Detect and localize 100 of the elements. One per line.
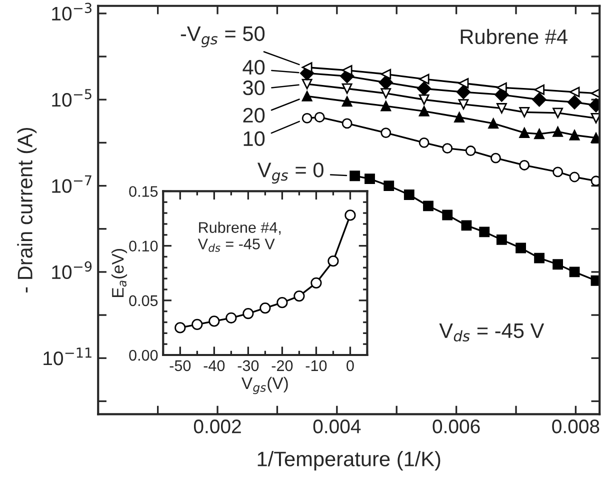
point <box>418 94 430 105</box>
point <box>418 106 430 116</box>
point <box>465 146 476 156</box>
point <box>519 128 530 138</box>
annotation: V$_{ds}$ = -45 V <box>439 324 544 342</box>
y-tick-label: 0.15 <box>129 186 158 197</box>
point <box>590 113 600 124</box>
x-tick-label: 0.004 <box>313 420 361 434</box>
legend-label: 10 <box>244 131 265 146</box>
point <box>569 130 580 140</box>
point <box>461 220 472 231</box>
point <box>344 210 356 221</box>
point <box>328 256 339 267</box>
point <box>302 62 312 73</box>
point <box>456 84 471 100</box>
point <box>342 96 352 107</box>
annotation: Rubrene #4 <box>460 28 568 44</box>
x-tick-label: 0 <box>346 360 354 372</box>
x-tick-label: 0.006 <box>432 420 480 434</box>
point <box>294 290 305 302</box>
point <box>458 99 469 110</box>
point <box>380 68 392 80</box>
legend-label: 40 <box>242 60 265 75</box>
point <box>418 74 430 84</box>
y-tick-label: 0.05 <box>129 295 158 306</box>
point <box>488 118 499 129</box>
point <box>314 112 325 122</box>
point <box>442 210 453 220</box>
point <box>417 82 432 96</box>
point <box>552 259 564 270</box>
point <box>496 82 507 93</box>
point <box>519 160 530 170</box>
point <box>458 78 469 88</box>
point <box>552 166 564 178</box>
y-tick-label: 10$^{−3}$ <box>52 2 92 21</box>
point <box>423 200 434 212</box>
point <box>454 112 465 122</box>
point <box>378 75 393 90</box>
point <box>364 174 375 184</box>
point <box>380 100 392 112</box>
point <box>479 226 490 238</box>
x-axis-title: V$_{gs}$(V) <box>242 376 288 394</box>
legend-label: V$_{gs}$ = 0 <box>257 162 324 184</box>
x-tick-label: 0.002 <box>194 420 241 434</box>
x-tick-label: -20 <box>272 360 293 372</box>
annotation: Rubrene #4, V$_{ds}$ = -45 V <box>198 222 281 252</box>
x-tick-label: -30 <box>238 360 259 372</box>
legend-label: 20 <box>243 108 265 123</box>
point <box>302 113 312 124</box>
point <box>384 180 394 191</box>
point <box>534 84 545 95</box>
point <box>516 242 526 254</box>
y-axis-title: - Drain current (A) <box>17 128 37 292</box>
point <box>567 95 582 110</box>
x-axis-title: 1/Temperature (1/K) <box>258 451 440 470</box>
point <box>534 128 545 140</box>
point <box>418 138 430 148</box>
point <box>226 312 237 324</box>
x-tick-label: -10 <box>306 360 327 372</box>
point <box>552 108 564 118</box>
x-tick-label: 0.008 <box>552 420 600 434</box>
point <box>380 128 392 138</box>
point <box>302 91 312 102</box>
point <box>442 143 453 154</box>
point <box>174 322 186 334</box>
point <box>242 308 254 320</box>
point <box>519 107 530 118</box>
point <box>496 103 507 114</box>
point <box>342 83 352 94</box>
x-tick-label: -40 <box>204 360 225 372</box>
point <box>302 78 312 90</box>
point <box>496 234 507 245</box>
point <box>590 176 600 186</box>
y-tick-label: 0.00 <box>129 350 158 361</box>
point <box>532 92 546 107</box>
y-tick-label: 0.10 <box>129 240 158 252</box>
point <box>342 118 352 129</box>
point <box>569 266 580 278</box>
text: -V$_{gs}$ = 50 <box>180 26 265 48</box>
point <box>342 65 352 76</box>
legend-label: 30 <box>243 80 265 96</box>
point <box>590 132 600 144</box>
point <box>192 318 203 330</box>
y-tick-label: 10$^{−7}$ <box>52 175 92 193</box>
y-axis-title: E$_{a}$(eV) <box>111 249 128 297</box>
y-tick-label: 10$^{−11}$ <box>44 348 92 366</box>
point <box>260 302 271 314</box>
x-tick-label: -50 <box>170 360 191 372</box>
y-tick-label: 10$^{−5}$ <box>52 89 92 107</box>
point <box>208 316 220 327</box>
point <box>490 152 501 164</box>
point <box>380 88 392 99</box>
point <box>276 297 288 308</box>
point <box>569 172 580 182</box>
point <box>552 126 564 137</box>
point <box>404 190 414 200</box>
point <box>310 277 322 288</box>
point <box>350 170 360 182</box>
point <box>534 252 545 264</box>
point <box>569 86 580 98</box>
